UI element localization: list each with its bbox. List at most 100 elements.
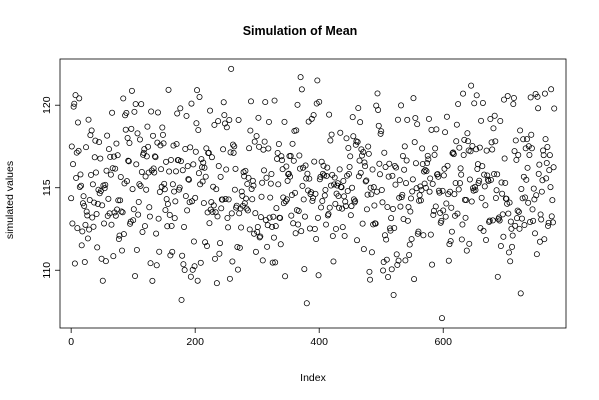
data-point — [324, 164, 331, 171]
data-point — [288, 192, 295, 199]
data-point — [76, 184, 83, 190]
data-point — [195, 127, 202, 134]
data-point — [468, 198, 475, 205]
data-point — [457, 165, 464, 172]
data-point — [78, 242, 85, 249]
data-point — [260, 146, 267, 153]
data-point — [494, 273, 501, 280]
data-point — [212, 255, 218, 262]
data-point — [362, 178, 369, 185]
data-point — [389, 172, 396, 179]
data-point — [326, 204, 333, 211]
data-point — [423, 168, 430, 175]
data-point — [514, 215, 520, 222]
data-point — [478, 117, 485, 124]
data-point — [131, 108, 138, 115]
data-point — [512, 137, 519, 144]
data-point — [363, 177, 370, 184]
data-point — [334, 180, 341, 187]
data-point — [390, 292, 397, 298]
data-point — [530, 185, 537, 192]
data-point — [279, 166, 286, 173]
data-point — [534, 93, 541, 100]
data-point — [477, 225, 484, 232]
data-point — [184, 163, 191, 170]
data-point — [497, 118, 504, 124]
data-point — [454, 210, 461, 217]
data-point — [96, 139, 103, 146]
data-point — [158, 166, 165, 173]
data-point — [109, 165, 116, 172]
data-point — [541, 90, 548, 97]
data-point — [300, 196, 307, 203]
data-point — [329, 233, 336, 240]
data-point — [345, 145, 352, 151]
data-point — [83, 208, 90, 215]
data-point — [526, 151, 533, 158]
data-point — [548, 213, 555, 220]
data-point — [219, 196, 226, 203]
data-point — [540, 147, 547, 154]
data-point — [91, 199, 98, 206]
data-point — [305, 118, 312, 125]
data-point — [267, 194, 274, 201]
data-point — [374, 90, 381, 97]
data-point — [142, 173, 149, 180]
data-point — [500, 233, 507, 240]
data-point — [535, 170, 542, 177]
data-point — [453, 138, 460, 145]
data-point — [442, 129, 449, 136]
data-point — [367, 184, 374, 191]
data-point — [242, 167, 249, 174]
y-tick-label: 110 — [41, 262, 53, 279]
x-axis: 0 200 400 600 — [68, 328, 452, 348]
data-point — [343, 135, 350, 142]
data-point — [429, 180, 436, 187]
data-point — [492, 138, 499, 145]
data-point — [411, 276, 418, 283]
data-point — [161, 186, 168, 193]
data-point — [88, 171, 94, 178]
data-point — [179, 252, 186, 259]
data-point — [303, 300, 310, 307]
data-point — [342, 203, 349, 210]
data-point — [379, 199, 386, 206]
data-point — [346, 163, 353, 170]
data-point — [304, 170, 311, 177]
data-point — [214, 213, 221, 220]
data-point — [302, 162, 309, 169]
data-point — [311, 226, 318, 232]
data-point — [422, 166, 429, 173]
data-point — [463, 247, 470, 254]
data-point — [459, 221, 466, 228]
data-point — [312, 190, 319, 197]
data-point — [81, 259, 88, 266]
data-point — [206, 220, 213, 227]
data-point — [546, 167, 553, 174]
data-point — [92, 137, 99, 144]
data-point — [248, 185, 255, 192]
data-point — [313, 236, 320, 242]
data-point — [442, 213, 449, 220]
data-point — [527, 94, 534, 101]
data-point — [538, 216, 545, 223]
data-point — [428, 126, 435, 133]
data-point — [392, 181, 399, 188]
data-point — [236, 210, 243, 217]
data-point — [166, 168, 173, 175]
data-point — [125, 158, 132, 165]
data-point — [191, 263, 198, 270]
data-point — [347, 153, 354, 160]
data-point — [151, 169, 158, 176]
data-point — [84, 235, 91, 242]
data-point — [529, 206, 536, 213]
data-point — [381, 232, 388, 239]
data-point — [388, 215, 395, 222]
data-point — [331, 174, 338, 181]
data-point — [321, 192, 328, 199]
data-point — [520, 136, 527, 143]
data-point — [348, 203, 355, 210]
data-point — [474, 166, 481, 172]
data-point — [69, 220, 76, 227]
data-point — [296, 152, 303, 159]
